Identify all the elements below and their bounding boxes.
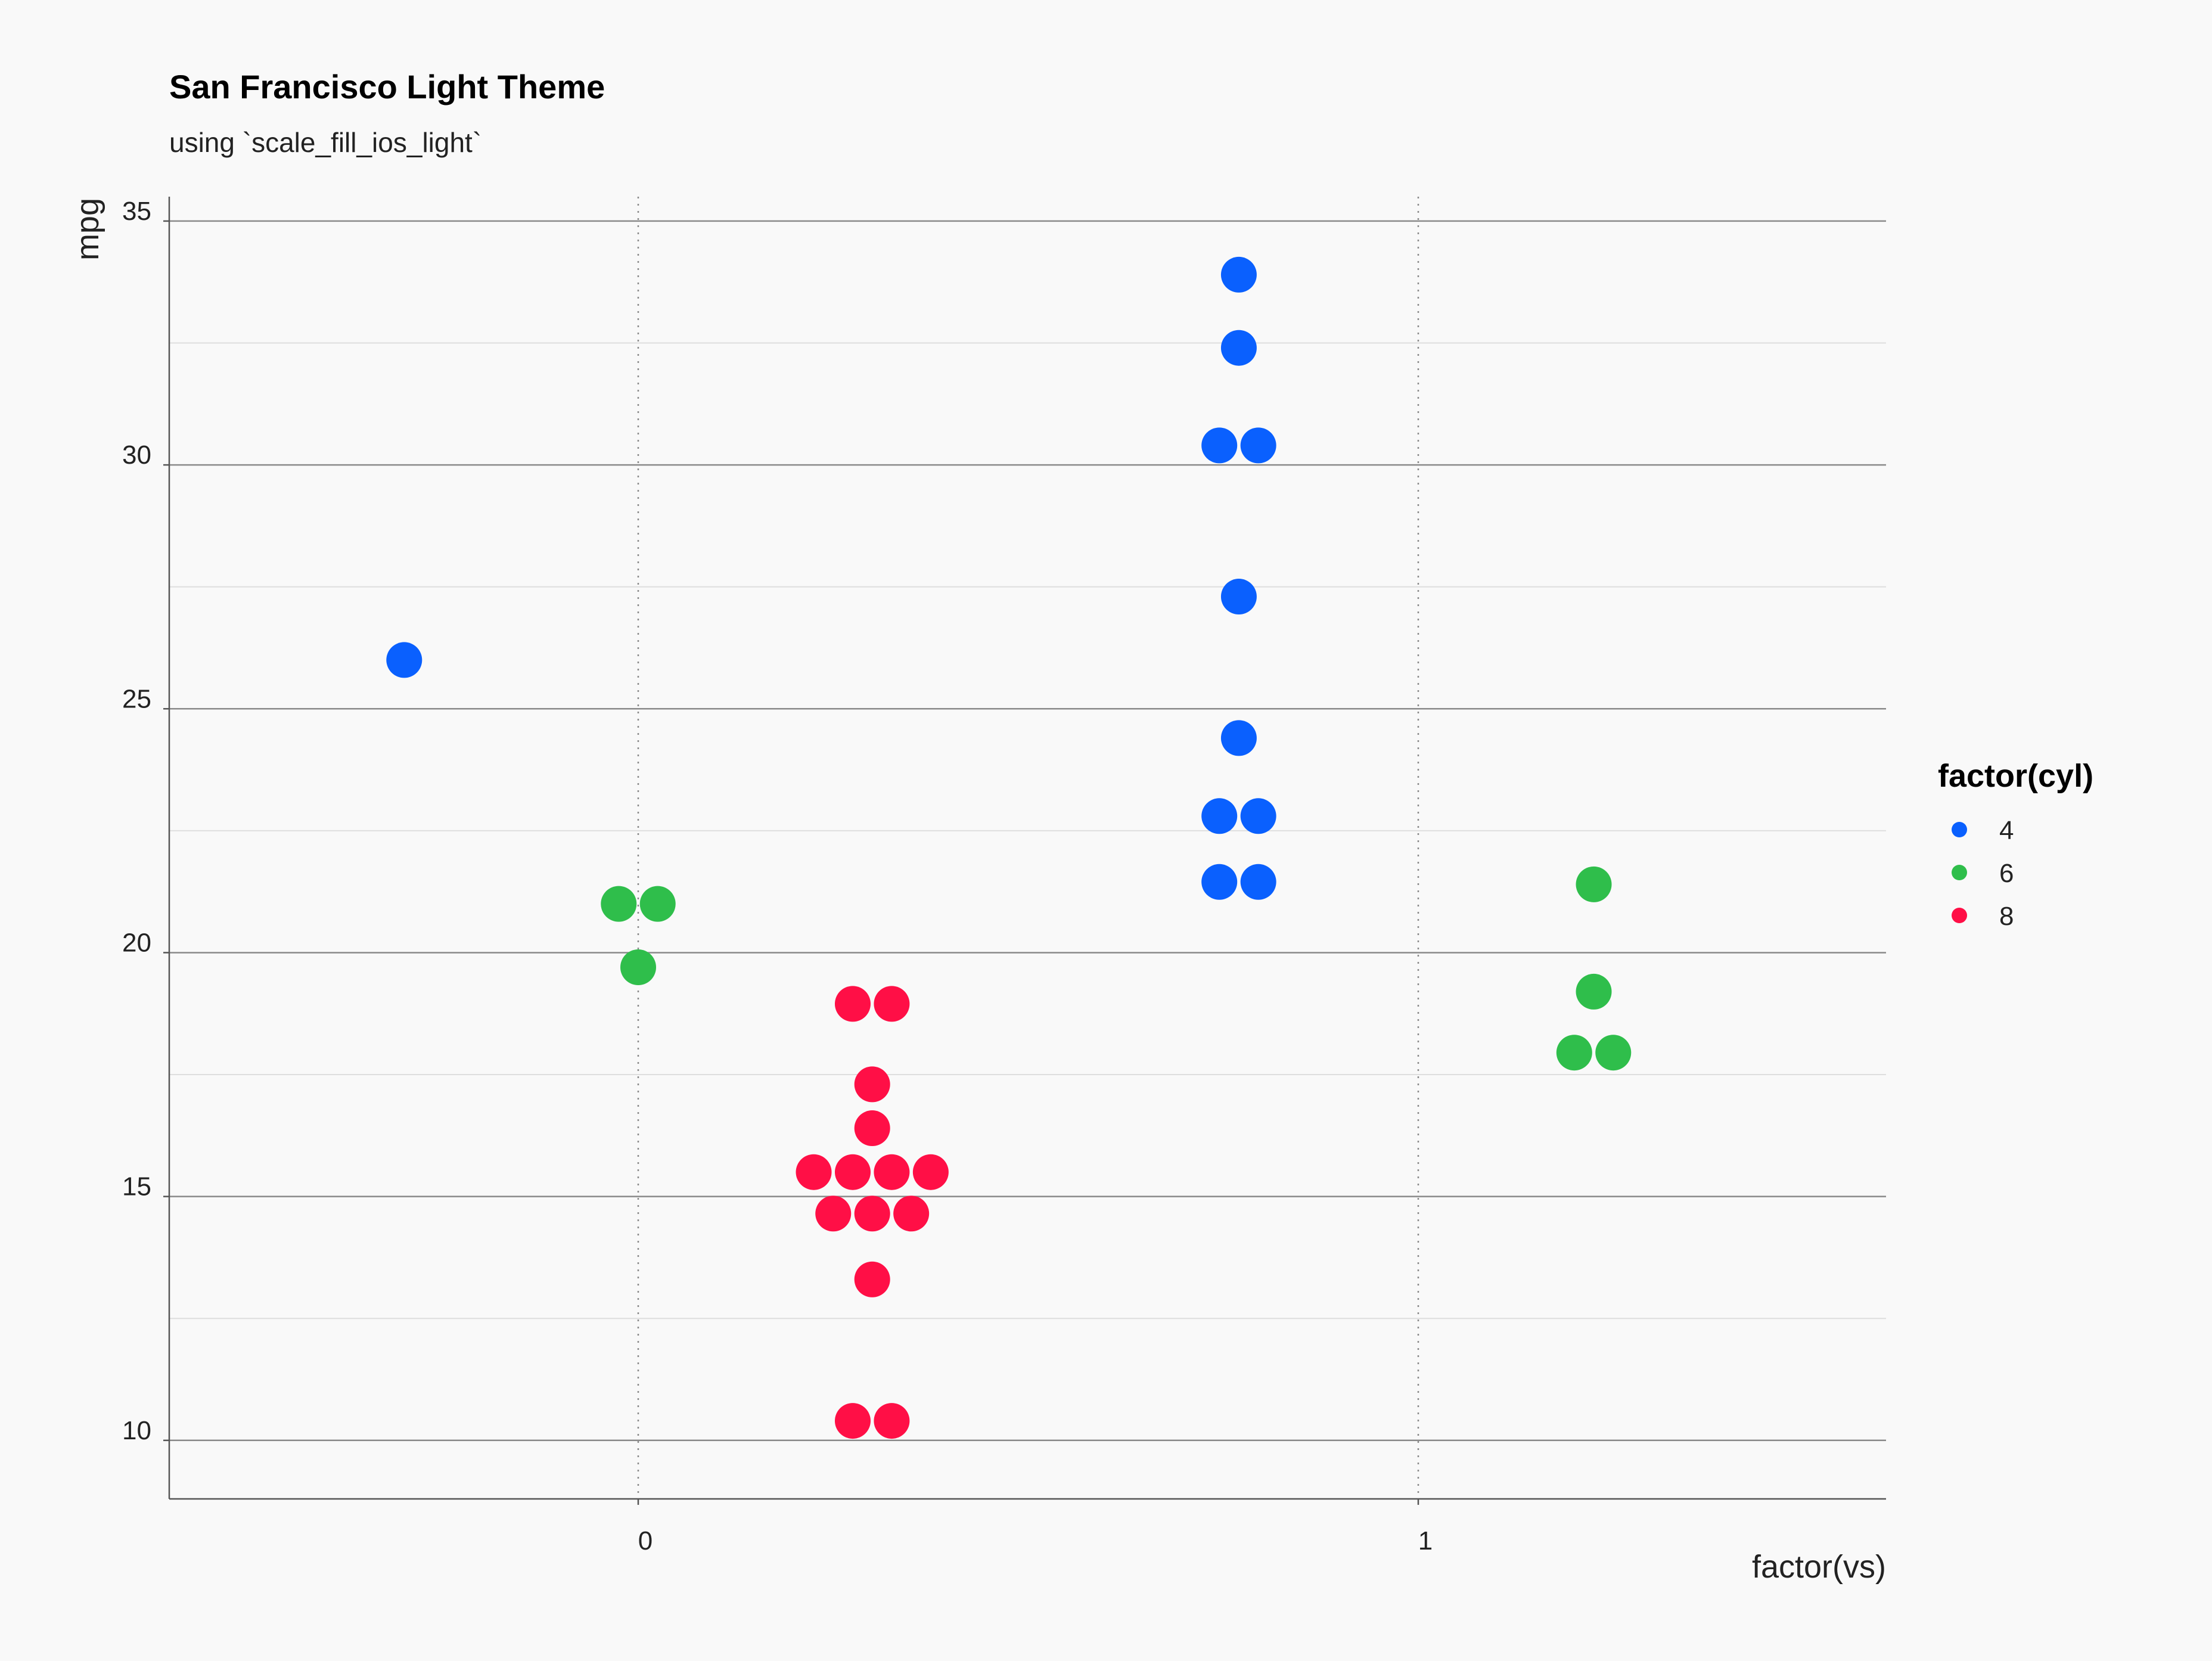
y-tick-label: 30 (122, 440, 151, 470)
y-tick-label: 20 (122, 928, 151, 957)
data-point-cyl-8 (815, 1196, 852, 1232)
data-point-cyl-4 (1220, 256, 1257, 293)
data-point-cyl-4 (386, 642, 422, 678)
legend-key-8 (1952, 908, 1967, 923)
y-tick-label: 15 (122, 1172, 151, 1201)
data-point-cyl-8 (874, 986, 910, 1022)
data-point-cyl-8 (893, 1196, 930, 1232)
axes (163, 197, 1886, 1505)
data-point-cyl-6 (1556, 1035, 1592, 1071)
y-tick-label: 25 (122, 684, 151, 713)
legend-label-4: 4 (1999, 816, 2014, 845)
data-point-cyl-6 (1576, 866, 1612, 902)
x-axis-title: factor(vs) (1752, 1549, 1886, 1585)
data-point-cyl-8 (854, 1261, 890, 1297)
y-tick-label: 10 (122, 1416, 151, 1445)
data-point-cyl-4 (1201, 864, 1238, 900)
legend-key-6 (1952, 865, 1967, 880)
legend: factor(cyl) 4 6 8 (1938, 758, 2093, 931)
grid-lines (169, 197, 1886, 1499)
data-points (386, 256, 1632, 1439)
tick-labels: 10 15 20 25 30 35 0 1 (122, 197, 1433, 1556)
legend-label-8: 8 (1999, 902, 2014, 931)
data-point-cyl-4 (1240, 798, 1276, 834)
y-axis-title: mpg (70, 198, 105, 260)
data-point-cyl-4 (1240, 864, 1276, 900)
data-point-cyl-8 (834, 1403, 871, 1439)
data-point-cyl-8 (854, 1066, 890, 1103)
x-tick-label: 1 (1418, 1526, 1433, 1556)
data-point-cyl-4 (1201, 798, 1238, 834)
legend-key-4 (1952, 822, 1967, 837)
data-point-cyl-8 (874, 1154, 910, 1190)
data-point-cyl-4 (1201, 427, 1238, 464)
data-point-cyl-4 (1220, 579, 1257, 615)
data-point-cyl-8 (834, 1154, 871, 1190)
y-tick-label: 35 (122, 197, 151, 226)
data-point-cyl-8 (854, 1110, 890, 1147)
chart-title: San Francisco Light Theme (169, 68, 605, 105)
data-point-cyl-4 (1220, 330, 1257, 366)
data-point-cyl-8 (854, 1196, 890, 1232)
data-point-cyl-8 (834, 986, 871, 1022)
data-point-cyl-8 (912, 1154, 949, 1190)
data-point-cyl-8 (874, 1403, 910, 1439)
x-tick-label: 0 (638, 1526, 653, 1556)
data-point-cyl-8 (796, 1154, 832, 1190)
data-point-cyl-4 (1240, 427, 1276, 464)
legend-label-6: 6 (1999, 859, 2014, 888)
data-point-cyl-4 (1220, 720, 1257, 756)
data-point-cyl-6 (639, 886, 676, 922)
data-point-cyl-6 (620, 949, 656, 985)
data-point-cyl-6 (1576, 973, 1612, 1010)
chart-subtitle: using `scale_fill_ios_light` (169, 127, 481, 158)
data-point-cyl-6 (1595, 1035, 1632, 1071)
legend-title: factor(cyl) (1938, 758, 2093, 794)
data-point-cyl-6 (601, 886, 637, 922)
